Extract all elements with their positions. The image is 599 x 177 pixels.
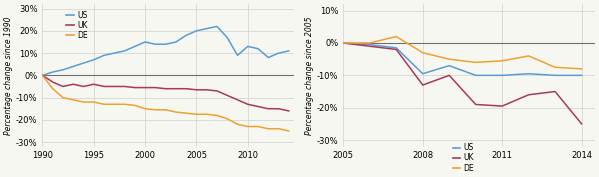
Y-axis label: Percentage change since 1990: Percentage change since 1990 <box>4 16 13 135</box>
Legend: US, UK, DE: US, UK, DE <box>453 143 474 173</box>
Legend: US, UK, DE: US, UK, DE <box>66 11 87 40</box>
Y-axis label: Percentage change since 2005: Percentage change since 2005 <box>305 16 314 135</box>
